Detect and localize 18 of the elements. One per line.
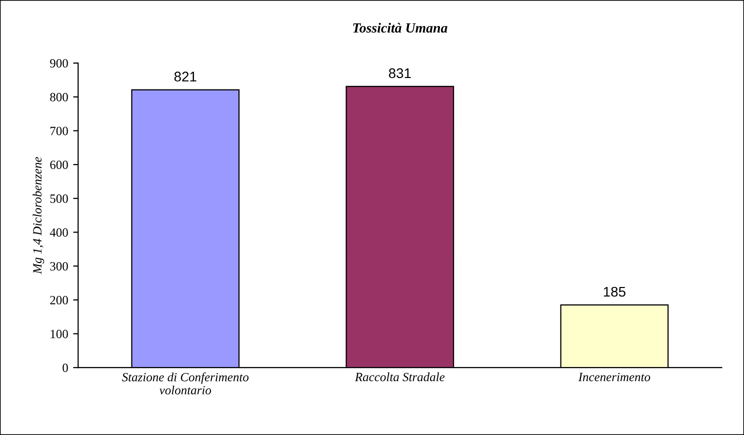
- y-tick-label: 700: [50, 126, 68, 136]
- y-tick-label: 300: [50, 262, 68, 271]
- y-axis-title: Mg 1,4 Diclorobenzene: [32, 157, 44, 274]
- y-tick-label: 200: [50, 296, 68, 304]
- y-tick-label: 800: [50, 92, 68, 102]
- y-tick-label: 100: [50, 330, 68, 338]
- chart-title: Tossicità Umana: [353, 22, 448, 33]
- y-tick-label: 400: [50, 228, 68, 237]
- y-tick-label: 900: [50, 59, 68, 68]
- data-label: 831: [388, 68, 411, 78]
- x-tick-label: Stazione di Conferimento volontario: [122, 372, 249, 394]
- x-tick-label: Incenerimento: [578, 372, 650, 382]
- data-label: 821: [174, 72, 196, 82]
- y-tick-label: 600: [50, 160, 68, 170]
- y-tick-label: 500: [50, 194, 68, 203]
- x-tick-label: Raccolta Stradale: [354, 372, 445, 382]
- y-tick-label: 0: [62, 364, 68, 372]
- data-label: 185: [604, 286, 626, 297]
